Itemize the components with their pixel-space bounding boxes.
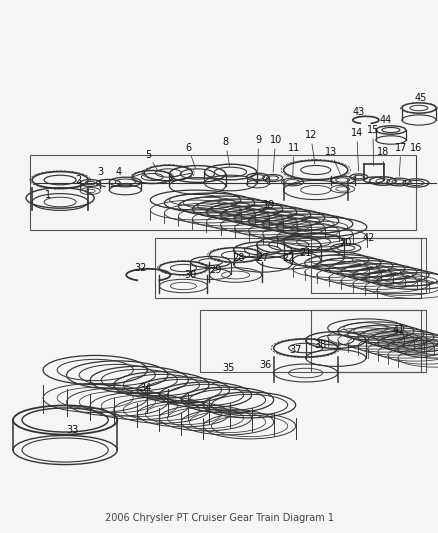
- Text: 35: 35: [222, 363, 234, 373]
- Text: 30: 30: [184, 270, 196, 280]
- Text: 8: 8: [222, 137, 228, 147]
- Text: 14: 14: [350, 128, 362, 138]
- Text: 29: 29: [209, 265, 221, 275]
- Bar: [155, 238, 420, 298]
- Text: 43: 43: [352, 107, 364, 117]
- Text: 5: 5: [145, 150, 151, 160]
- Text: 42: 42: [362, 233, 374, 243]
- Text: 9: 9: [255, 135, 261, 145]
- Text: 12: 12: [304, 130, 316, 140]
- Text: 38: 38: [314, 340, 326, 350]
- Text: 18: 18: [376, 147, 388, 157]
- Text: 36: 36: [259, 360, 271, 370]
- Text: 22: 22: [282, 253, 294, 263]
- Text: 32: 32: [134, 263, 146, 273]
- Text: 13: 13: [324, 147, 336, 157]
- Text: 41: 41: [392, 325, 404, 335]
- Text: 3: 3: [97, 167, 103, 177]
- Text: 27: 27: [256, 253, 268, 263]
- Text: 19: 19: [262, 200, 274, 210]
- Text: 44: 44: [379, 115, 391, 125]
- Text: 21: 21: [299, 248, 311, 258]
- Text: 17: 17: [394, 143, 406, 153]
- Text: 34: 34: [139, 383, 151, 393]
- Text: 37: 37: [289, 345, 301, 355]
- Text: 15: 15: [366, 125, 378, 135]
- Bar: [310, 238, 425, 293]
- Text: 33: 33: [66, 425, 78, 435]
- Text: 20: 20: [339, 238, 351, 248]
- Text: 4: 4: [115, 167, 121, 177]
- Text: 2006 Chrysler PT Cruiser Gear Train Diagram 1: 2006 Chrysler PT Cruiser Gear Train Diag…: [105, 513, 333, 523]
- Text: 16: 16: [409, 143, 421, 153]
- Bar: [310, 310, 425, 372]
- Text: 6: 6: [185, 143, 191, 153]
- Text: 28: 28: [232, 253, 244, 263]
- Text: 11: 11: [287, 143, 299, 153]
- Text: 1: 1: [45, 190, 51, 200]
- Text: 10: 10: [269, 135, 281, 145]
- Text: 45: 45: [414, 93, 426, 103]
- Bar: [200, 310, 420, 372]
- Text: 2: 2: [75, 175, 81, 185]
- Bar: [30, 155, 415, 230]
